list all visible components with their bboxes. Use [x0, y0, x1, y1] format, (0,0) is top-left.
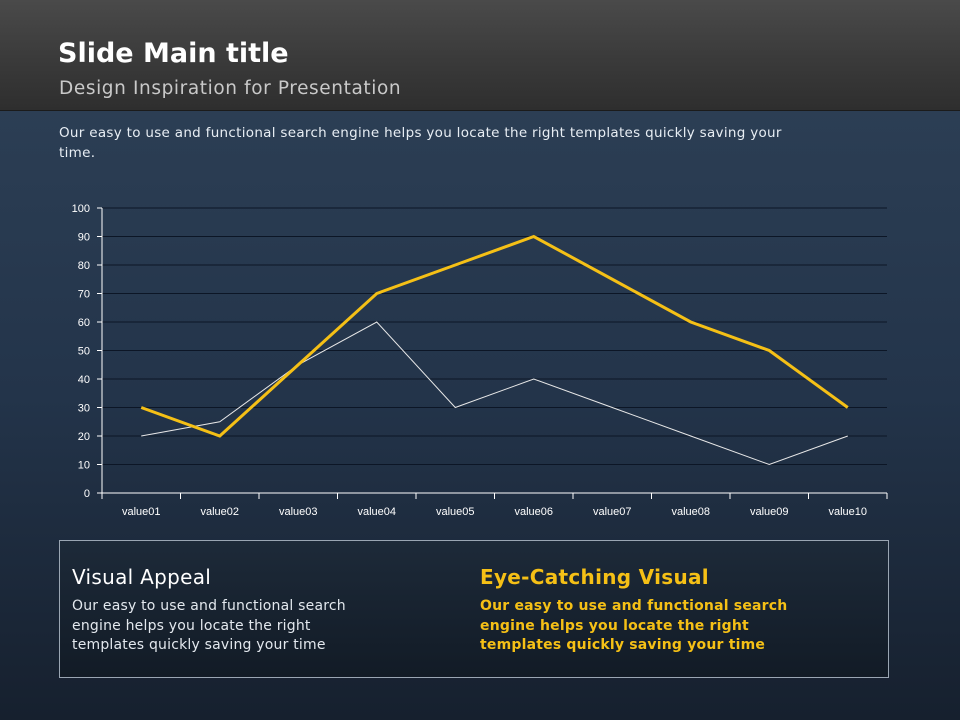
y-tick-label: 20	[78, 431, 90, 443]
line-chart: 0 10 20 30 40 50 60 70 80 90 100 value01 value02 valu…	[72, 203, 887, 518]
y-tick-label: 0	[84, 488, 90, 500]
series-line-primary	[140, 234, 849, 438]
x-tick-label: value05	[436, 506, 475, 518]
y-tick-label: 70	[78, 289, 90, 301]
y-tick-label: 90	[78, 232, 90, 244]
series-line-secondary	[141, 321, 848, 466]
eye-catching-text: Our easy to use and functional search en…	[480, 598, 788, 653]
info-box: Visual Appeal Our easy to use and functi…	[59, 540, 889, 678]
y-tick-label: 50	[78, 346, 90, 358]
x-tick-label: value04	[357, 506, 396, 518]
slide-subtitle: Design Inspiration for Presentation	[59, 78, 402, 99]
x-tick-label: value06	[514, 506, 553, 518]
visual-appeal-heading: Visual Appeal	[72, 565, 212, 589]
y-tick-label: 100	[72, 203, 90, 215]
eye-catching-heading: Eye-Catching Visual	[480, 565, 709, 589]
title-bar	[0, 0, 960, 111]
x-tick-label: value09	[750, 506, 789, 518]
visual-appeal-text: Our easy to use and functional search en…	[72, 598, 346, 653]
x-tick-label: value02	[200, 506, 239, 518]
x-tick-label: value03	[279, 506, 318, 518]
x-tick-label: value01	[122, 506, 161, 518]
y-tick-label: 30	[78, 403, 90, 415]
slide-title: Slide Main title	[58, 38, 289, 69]
intro-text: Our easy to use and functional search en…	[59, 125, 782, 161]
y-tick-label: 10	[78, 460, 90, 472]
x-tick-label: value10	[828, 506, 867, 518]
y-tick-label: 60	[78, 317, 90, 329]
x-tick-label: value07	[593, 506, 632, 518]
y-tick-label: 40	[78, 374, 90, 386]
y-tick-label: 80	[78, 260, 90, 272]
x-tick-label: value08	[671, 506, 710, 518]
